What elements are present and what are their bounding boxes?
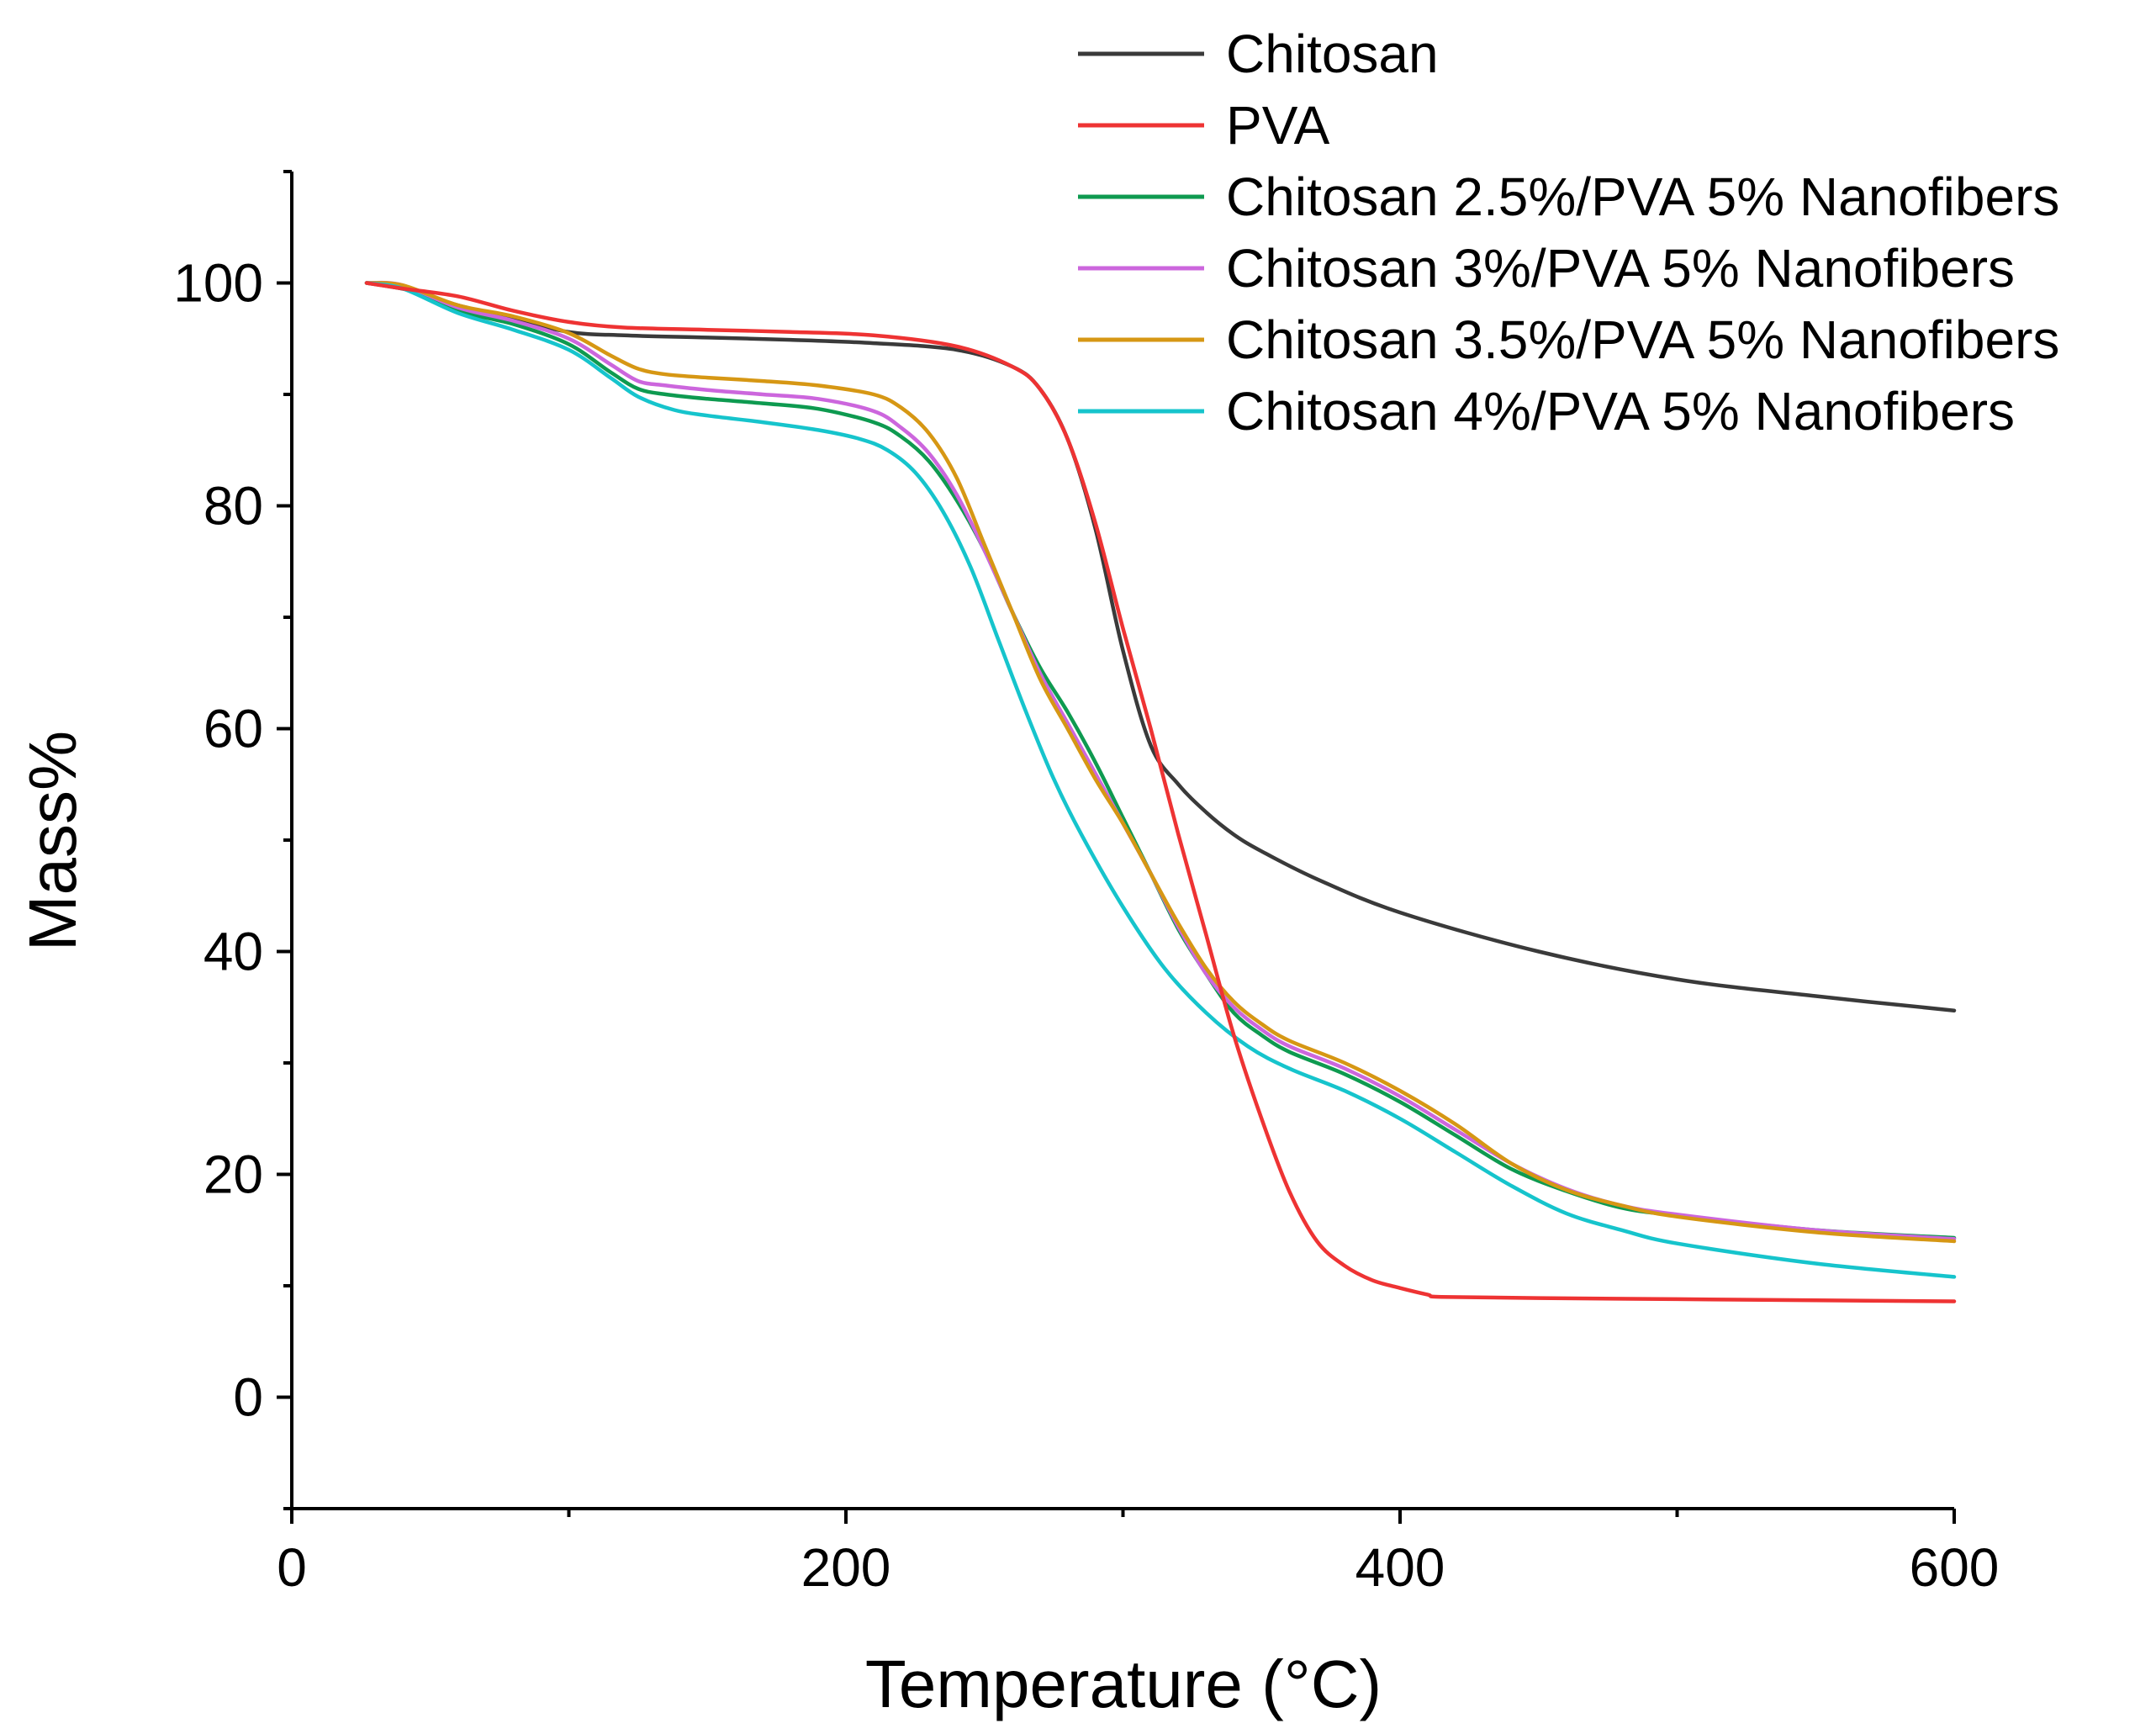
y-tick-label: 0	[233, 1367, 263, 1428]
x-tick-label: 400	[1355, 1537, 1445, 1598]
legend-label-3: Chitosan 3%/PVA 5% Nanofibers	[1226, 238, 2015, 299]
series-layer	[364, 280, 1957, 1303]
legend: Chitosan PVA Chitosan 2.5%/PVA 5% Nanofibe…	[1078, 24, 2059, 441]
legend-label-2: Chitosan 2.5%/PVA 5% Nanofibers	[1226, 167, 2059, 227]
y-tick-label: 100	[173, 253, 263, 314]
ticks: 0 20 40 60 80 100 0 200 400 600	[173, 170, 2000, 1598]
y-tick-label: 80	[203, 476, 263, 537]
x-tick-label: 200	[801, 1537, 891, 1598]
y-tick-label: 40	[203, 922, 263, 982]
x-tick-label: 600	[1910, 1537, 2000, 1598]
y-tick-label: 60	[203, 699, 263, 759]
legend-label-4: Chitosan 3.5%/PVA 5% Nanofibers	[1226, 309, 2059, 370]
x-axis-title: Temperature (°C)	[865, 1647, 1382, 1721]
legend-label-5: Chitosan 4%/PVA 5% Nanofibers	[1226, 381, 2015, 441]
series-line-4	[364, 281, 1957, 1244]
y-tick-label: 20	[203, 1145, 263, 1205]
axes	[290, 172, 1954, 1510]
legend-label-1: PVA	[1226, 95, 1330, 156]
legend-label-0: Chitosan	[1226, 24, 1439, 84]
series-line-2	[364, 281, 1957, 1240]
series-line-1	[364, 281, 1957, 1303]
y-axis-title: Mass%	[15, 731, 90, 951]
x-tick-label: 0	[277, 1537, 307, 1598]
series-line-5	[364, 281, 1957, 1279]
